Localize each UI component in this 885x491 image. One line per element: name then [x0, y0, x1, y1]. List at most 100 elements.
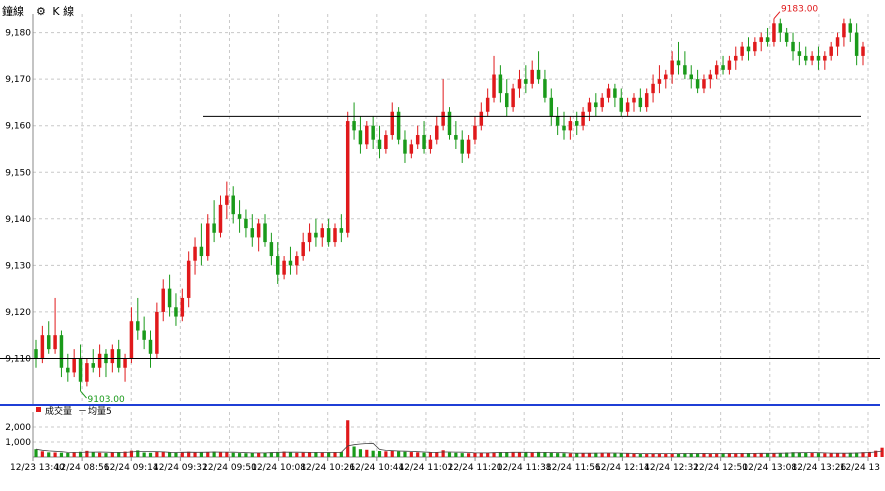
time-tick-label: 12/24 11:02	[399, 463, 454, 473]
candle-body	[842, 23, 846, 38]
candle-body	[797, 51, 802, 56]
candle-body	[180, 297, 185, 317]
candle-body	[568, 121, 573, 131]
candle-body	[784, 32, 789, 42]
volume-bar	[377, 451, 382, 457]
candle-body	[657, 79, 662, 84]
candle-body	[803, 55, 808, 61]
candle-body	[708, 74, 713, 80]
candle-body	[625, 102, 630, 112]
volume-bar	[804, 452, 808, 457]
candle-body	[167, 288, 172, 308]
candle-body	[403, 139, 407, 154]
high-pointer	[773, 11, 781, 19]
candle-body	[193, 246, 197, 261]
candle-body	[110, 349, 115, 364]
candle-body	[396, 111, 401, 140]
volume-bar	[148, 452, 153, 457]
volume-bar	[301, 452, 305, 457]
volume-bar	[225, 452, 229, 457]
volume-bar	[575, 453, 579, 457]
time-tick-label: 12/24 13:26	[792, 463, 847, 473]
candle-body	[129, 321, 134, 359]
time-tick-label: 12/24 12:50	[693, 463, 748, 473]
time-tick-label: 12/24 10:26	[300, 463, 355, 473]
volume-legend-swatch	[36, 407, 41, 412]
candle-body	[365, 125, 369, 145]
candle-body	[409, 144, 414, 154]
volume-bar	[187, 451, 191, 457]
volume-bar	[174, 452, 178, 457]
volume-bar	[466, 453, 471, 457]
volume-bar	[823, 453, 827, 457]
volume-bar	[72, 452, 76, 457]
volume-bar	[676, 453, 681, 457]
volume-bar	[34, 449, 38, 457]
volume-bar	[104, 453, 108, 457]
volume-tick-label: 2,000	[5, 423, 31, 433]
volume-bar	[587, 452, 592, 457]
volume-bar	[810, 452, 814, 457]
candle-body	[810, 55, 814, 61]
volume-bar	[422, 452, 426, 457]
candle-body	[587, 102, 592, 112]
time-tick-label: 12/24 09:32	[153, 463, 208, 473]
candle-body	[721, 65, 725, 70]
volume-bar	[59, 452, 64, 457]
volume-bar	[683, 453, 687, 457]
candle-body	[244, 218, 248, 229]
reference-lines	[0, 115, 880, 406]
volume-bar	[206, 452, 210, 457]
candle-body	[174, 307, 178, 317]
volume-bar	[606, 453, 611, 457]
candle-body	[689, 74, 693, 80]
volume-legend-separator: －	[78, 407, 87, 417]
candle-body	[555, 116, 560, 126]
low-label: 9103.00	[88, 395, 125, 405]
volume-bar	[371, 450, 375, 457]
volume-bar	[524, 452, 528, 457]
volume-bar	[505, 452, 509, 457]
volume-bar	[689, 453, 693, 457]
candle-body	[714, 65, 719, 75]
candle-body	[664, 74, 668, 80]
candle-body	[136, 321, 140, 331]
high-label: 9183.00	[781, 5, 818, 15]
volume-bar	[53, 452, 57, 457]
volume-bar	[384, 451, 388, 457]
candle-body	[53, 335, 57, 350]
volume-bar	[632, 453, 636, 457]
volume-bar	[47, 452, 51, 457]
candle-body	[772, 23, 776, 42]
candle-body	[861, 46, 865, 56]
volume-bar	[626, 453, 630, 457]
volume-bar	[282, 451, 286, 457]
volume-bar	[212, 451, 216, 457]
volume-bar	[454, 452, 458, 457]
candle-body	[231, 195, 235, 215]
candle-body	[524, 79, 528, 84]
candle-body	[632, 97, 636, 103]
candle-body	[225, 195, 229, 205]
candle-body	[676, 60, 681, 66]
volume-bar	[320, 452, 324, 457]
tab-minute-line[interactable]: 分鐘線	[2, 3, 24, 22]
candle-body	[218, 204, 223, 233]
tab-kline[interactable]: ⚙ K 線	[36, 3, 74, 19]
candle-body	[581, 111, 585, 126]
candle-body	[34, 349, 38, 359]
candle-body	[829, 46, 833, 56]
candle-body	[288, 260, 293, 266]
candle-body	[142, 330, 146, 340]
candle-body	[848, 23, 853, 33]
volume-bar	[352, 446, 356, 457]
volume-bar	[759, 453, 763, 457]
volume-legend: 成交量 －均量5	[36, 405, 112, 417]
candle-body	[46, 335, 51, 350]
volume-ma-legend-label: 均量5	[88, 405, 112, 417]
candle-body	[670, 60, 674, 75]
volume-bar	[867, 451, 871, 457]
candle-body	[778, 23, 783, 33]
volume-bar	[765, 453, 770, 457]
